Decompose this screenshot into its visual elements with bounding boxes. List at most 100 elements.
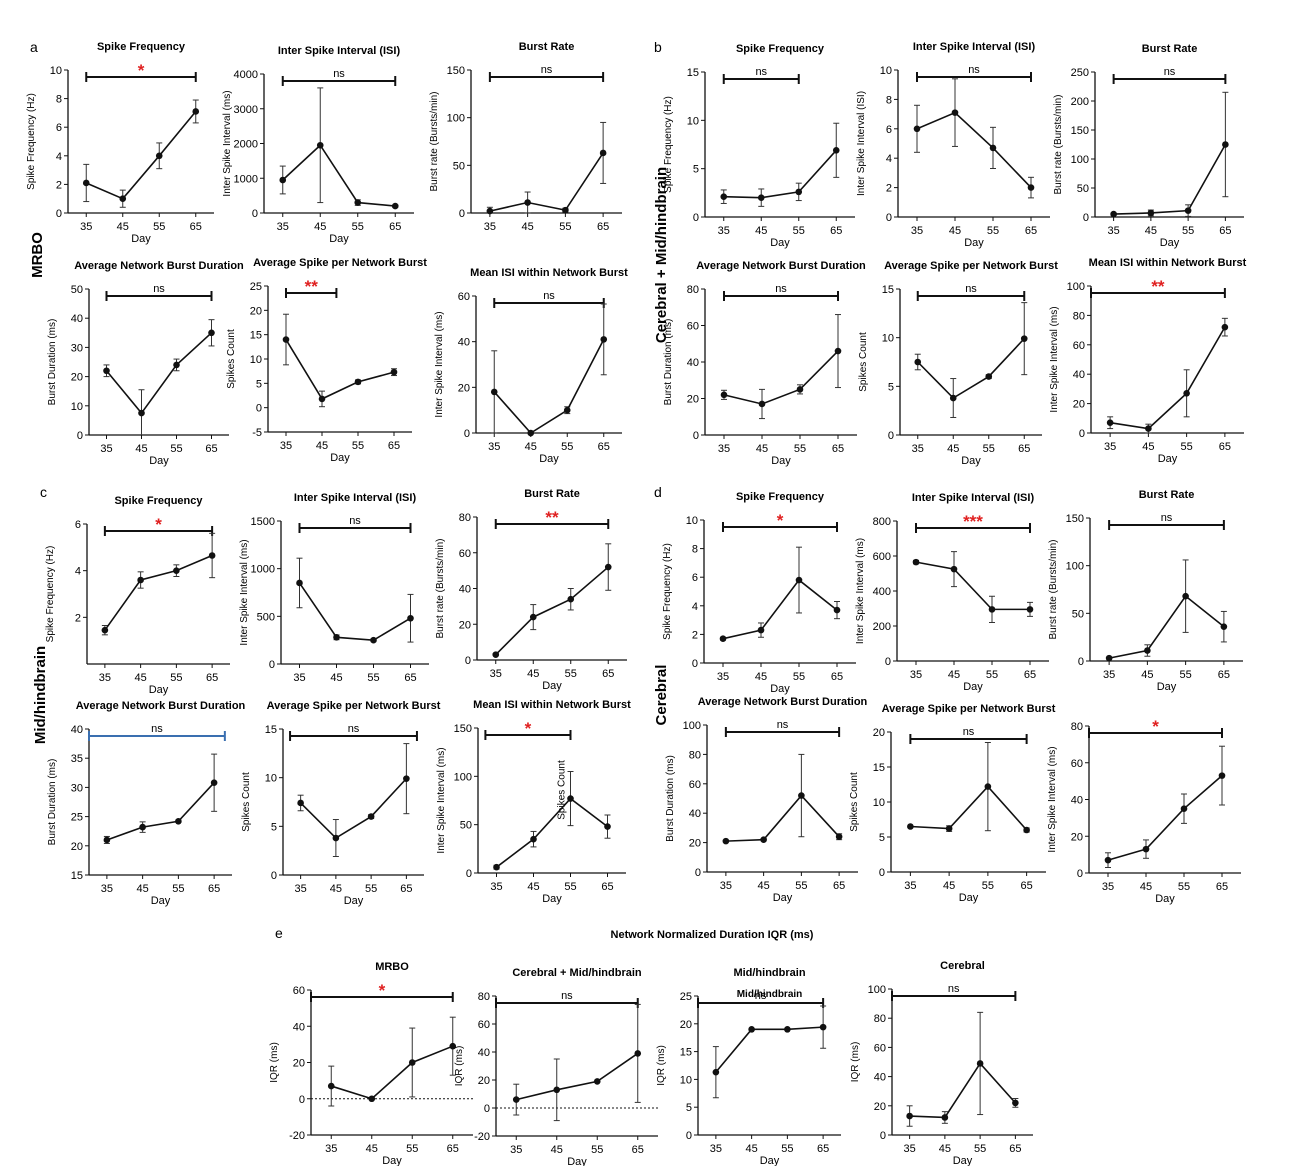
data-point [553, 1086, 561, 1094]
y-tick-label: 2 [56, 179, 62, 191]
y-tick-label: 600 [873, 551, 891, 563]
y-tick-label: 40 [1071, 795, 1083, 807]
x-axis-label: Day [953, 1155, 973, 1166]
x-tick-label: 65 [602, 668, 614, 680]
data-point [834, 347, 842, 355]
x-tick-label: 45 [1140, 881, 1152, 893]
y-tick-label: 10 [680, 1074, 692, 1086]
x-axis-label: Day [542, 893, 562, 905]
x-tick-label: 45 [943, 880, 955, 892]
chart-c6: 0 50 100 150 35 45 55 65 Mean ISI within Network… [436, 699, 631, 905]
y-tick-label: 100 [1066, 561, 1084, 573]
data-point [1026, 606, 1034, 613]
chart-c4: 15 20 25 30 35 40 35 45 55 65 Average Network Burs… [47, 700, 246, 907]
x-tick-label: 45 [1142, 441, 1154, 453]
x-axis-label: Day [149, 455, 169, 467]
data-point [945, 825, 953, 832]
significance-label: * [379, 981, 386, 1000]
series-line [516, 1052, 639, 1101]
y-tick-label: 30 [71, 342, 83, 354]
x-tick-label: 65 [447, 1143, 459, 1155]
y-tick-label: 15 [71, 870, 83, 882]
y-tick-label: -20 [474, 1131, 490, 1143]
data-point [103, 836, 111, 844]
y-axis-label: Burst Duration (ms) [663, 319, 674, 406]
y-tick-label: 80 [1071, 721, 1083, 733]
y-tick-label: 60 [689, 779, 701, 791]
x-axis-label: Day [542, 680, 562, 692]
x-tick-label: 35 [99, 672, 111, 684]
y-tick-label: 60 [478, 1019, 490, 1031]
x-tick-label: 45 [755, 225, 767, 237]
chart-d2: 0 200 400 600 800 35 45 55 65 Inter Spike Interva… [855, 492, 1049, 693]
y-tick-label: 40 [1073, 369, 1085, 381]
data-point [1027, 184, 1035, 191]
data-point [354, 378, 362, 386]
significance-label: ** [305, 277, 319, 296]
y-tick-label: 8 [886, 94, 892, 106]
y-tick-label: 0 [464, 428, 470, 440]
y-axis-label: Burst rate (Bursts/min) [429, 91, 440, 191]
y-tick-label: 4 [56, 151, 62, 163]
y-tick-label: 40 [71, 313, 83, 325]
chart-a6: 0 20 40 60 35 45 55 65 Mean ISI within Network B… [434, 267, 628, 465]
data-point [530, 835, 537, 843]
y-axis-label: Spikes Count [849, 772, 860, 832]
y-tick-label: 100 [1071, 154, 1089, 166]
x-tick-label: 45 [137, 883, 149, 895]
chart-e3: 0 5 10 15 20 25 35 45 55 65 Mid/hindbrain Day IQR (m… [656, 967, 841, 1166]
y-tick-label: 20 [1071, 831, 1083, 843]
data-point [368, 1095, 376, 1103]
group-label-c: Mid/hindbrain [32, 646, 49, 744]
y-tick-label: 60 [458, 291, 470, 303]
x-axis-label: Day [151, 895, 171, 907]
x-tick-label: 55 [352, 440, 364, 452]
y-tick-label: 40 [874, 1072, 886, 1084]
significance-label: ns [755, 990, 767, 1002]
significance-label: ns [963, 726, 975, 738]
y-axis-label: IQR (ms) [850, 1042, 861, 1083]
y-tick-label: 800 [873, 516, 891, 528]
x-axis-label: Day [773, 892, 793, 904]
x-tick-label: 55 [564, 881, 576, 893]
y-tick-label: 50 [1077, 183, 1089, 195]
series-line [106, 782, 215, 841]
series-line [1110, 326, 1226, 430]
x-axis-label: Day [330, 452, 350, 464]
x-tick-label: 45 [316, 440, 328, 452]
y-tick-label: 150 [454, 723, 472, 735]
significance-label: ** [545, 508, 559, 527]
data-point [567, 795, 574, 802]
x-tick-label: 55 [987, 225, 999, 237]
x-tick-label: 55 [794, 443, 806, 455]
chart-title: Mid/hindbrain [733, 967, 805, 979]
significance-label: ns [1164, 66, 1176, 78]
panel-letter-e: e [275, 925, 283, 941]
x-tick-label: 35 [718, 225, 730, 237]
y-tick-label: 30 [71, 782, 83, 794]
data-point [139, 823, 146, 831]
data-point [1218, 772, 1226, 779]
y-tick-label: 25 [71, 812, 83, 824]
y-tick-label: 10 [71, 401, 83, 413]
y-tick-label: 100 [683, 720, 701, 732]
x-tick-label: 65 [833, 880, 845, 892]
x-axis-label: Day [1157, 681, 1177, 693]
x-axis-label: Day [344, 895, 364, 907]
x-axis-label: Day [382, 1155, 402, 1166]
data-point [795, 576, 803, 584]
data-point [941, 1114, 949, 1121]
data-point [722, 837, 730, 845]
y-tick-label: 150 [1071, 125, 1089, 137]
data-point [720, 193, 728, 200]
y-tick-label: 0 [692, 658, 698, 670]
data-point [914, 358, 922, 366]
data-point [192, 108, 200, 115]
y-tick-label: 0 [885, 656, 891, 668]
panel-letter-b: b [654, 39, 662, 55]
data-point [208, 552, 216, 559]
x-tick-label: 65 [830, 225, 842, 237]
y-tick-label: 50 [1072, 608, 1084, 620]
x-axis-label: Day [1160, 237, 1180, 249]
y-axis-label: IQR (ms) [269, 1042, 280, 1083]
